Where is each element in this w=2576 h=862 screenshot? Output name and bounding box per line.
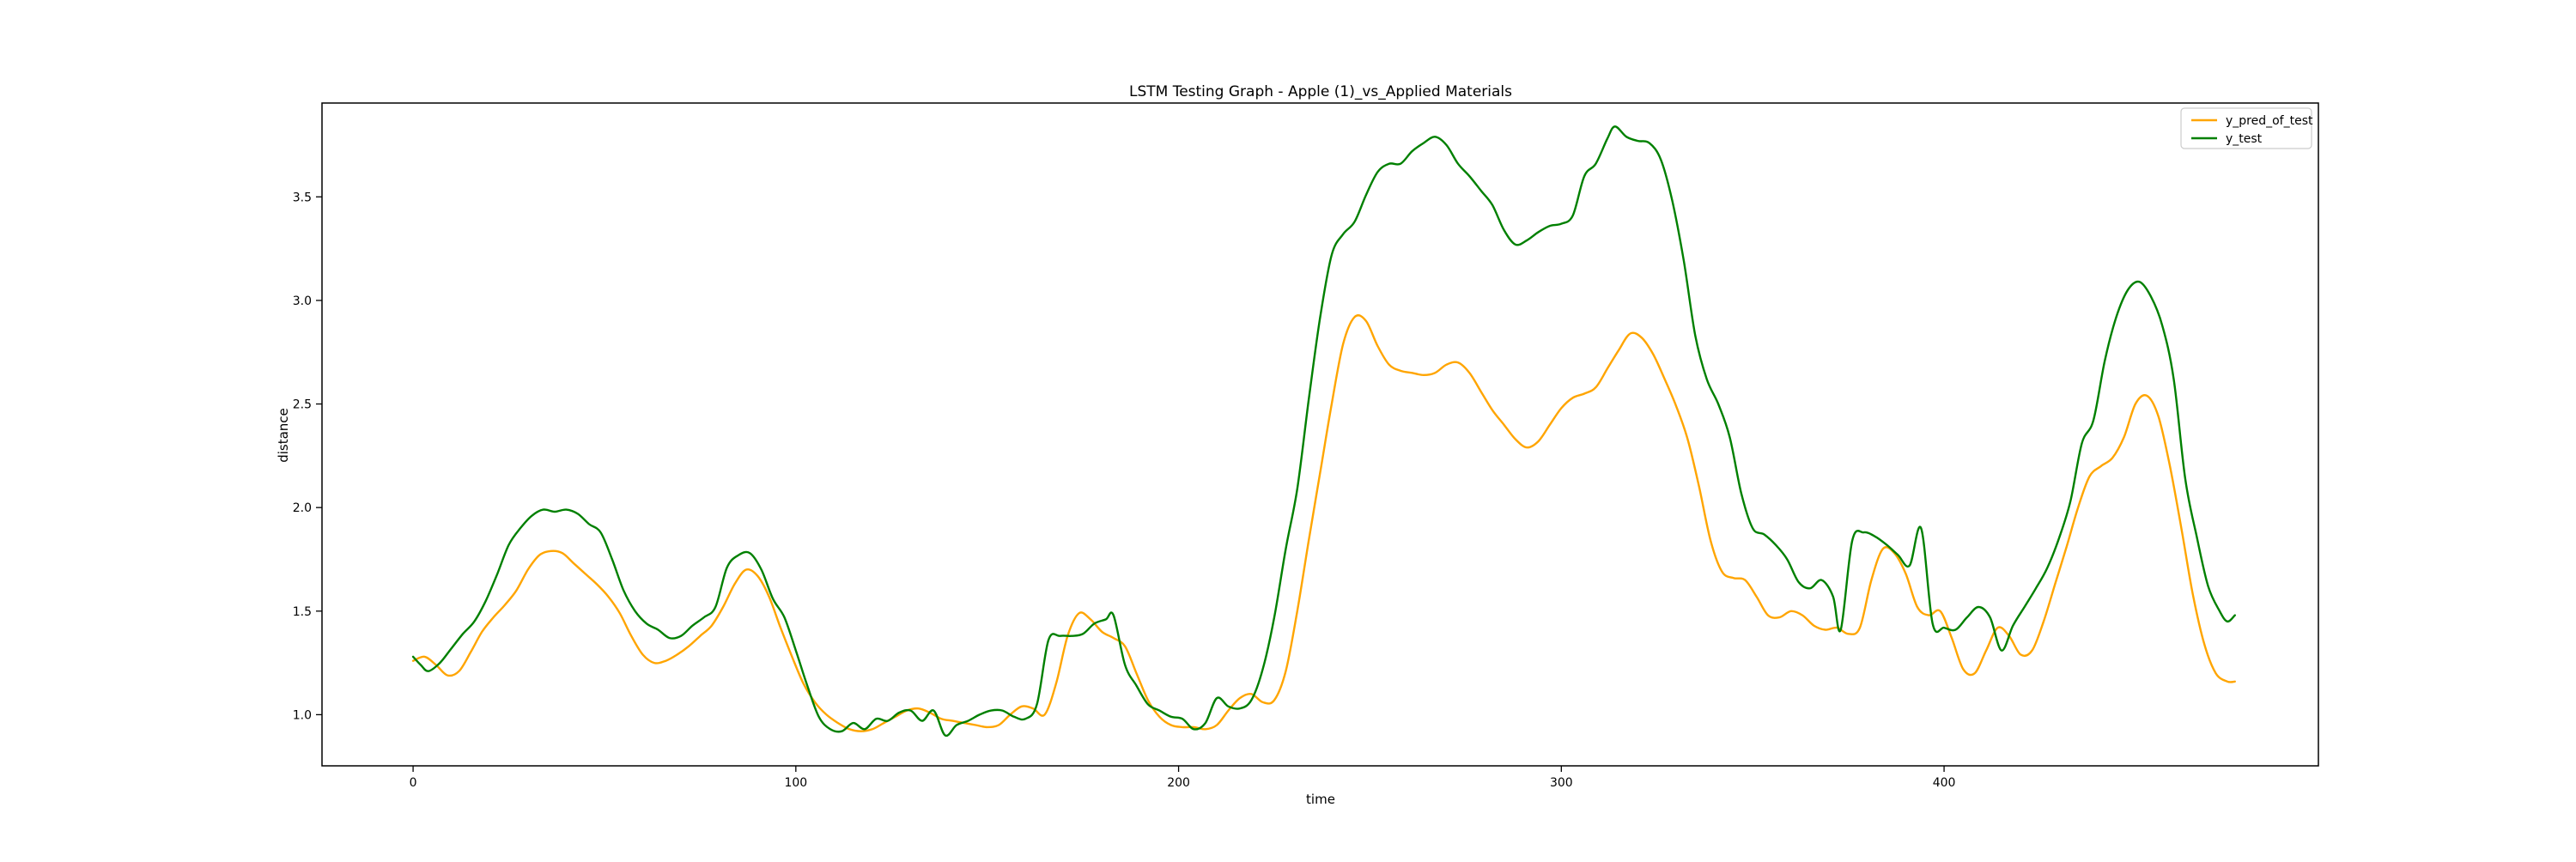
y-tick-label: 3.0 — [293, 294, 312, 308]
y-tick-label: 1.0 — [293, 708, 312, 722]
plot-area-frame — [321, 102, 2319, 767]
chart-title: LSTM Testing Graph - Apple (1)_vs_Applie… — [1129, 83, 1512, 100]
legend: y_pred_of_test y_test — [2180, 107, 2313, 149]
x-tick-label: 400 — [1933, 776, 1956, 790]
legend-label-y-test: y_test — [2226, 132, 2263, 146]
x-tick-label: 200 — [1167, 776, 1190, 790]
y-tick-label: 2.5 — [293, 398, 312, 412]
y-tick-label: 3.5 — [293, 191, 312, 204]
y-axis-label: distance — [276, 408, 291, 463]
x-tick-label: 0 — [410, 776, 417, 790]
legend-label-y-pred-of-test: y_pred_of_test — [2226, 114, 2313, 128]
series-line-y-test — [411, 125, 2236, 738]
y-tick-label: 2.0 — [293, 501, 312, 515]
x-tick-label: 100 — [784, 776, 807, 790]
x-tick-label: 300 — [1550, 776, 1573, 790]
y-tick-label: 1.5 — [293, 605, 312, 619]
x-axis-ticks: 0 100 200 300 400 — [410, 766, 1956, 790]
series-line-y-pred-of-test — [411, 314, 2236, 732]
series-layer — [411, 125, 2236, 738]
x-axis-label: time — [1306, 792, 1335, 807]
y-axis-ticks: 1.0 1.5 2.0 2.5 3.0 3.5 — [293, 191, 322, 722]
